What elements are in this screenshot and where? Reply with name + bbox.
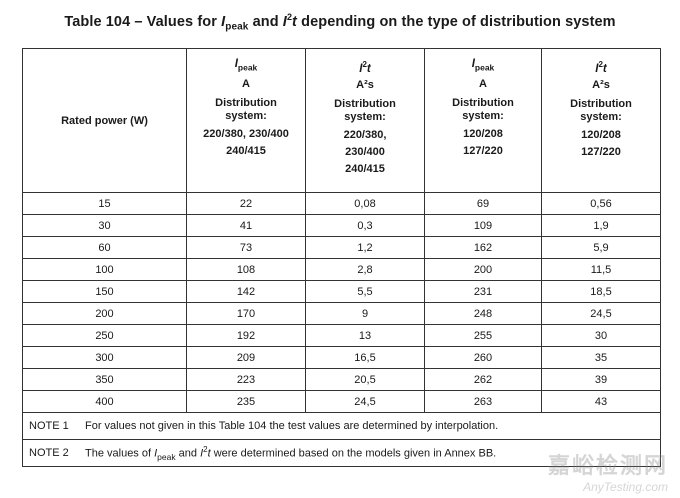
rated-power-cell: 400 <box>22 390 187 413</box>
header-voltages: 220/380, 230/400 240/415 <box>343 129 387 176</box>
rated-power-cell: 350 <box>22 368 187 391</box>
table-row: 150 142 5,5 231 18,5 <box>22 280 661 303</box>
table-row: 250 192 13 255 30 <box>22 324 661 347</box>
note-row: NOTE 2 The values of Ipeak and I2t were d… <box>22 439 661 467</box>
value-cell: 223 <box>186 368 306 391</box>
header-col: Ipeak A Distribution system: 120/208 127/220 <box>424 48 542 193</box>
header-voltages: 120/208 127/220 <box>581 129 621 159</box>
watermark-en: AnyTesting.com <box>583 480 668 494</box>
value-cell: 1,9 <box>541 214 661 237</box>
value-cell: 209 <box>186 346 306 369</box>
value-cell: 235 <box>186 390 306 413</box>
value-cell: 260 <box>424 346 542 369</box>
header-unit: A <box>242 77 250 90</box>
header-col: Ipeak A Distribution system: 220/380, 230/40… <box>186 48 306 193</box>
header-voltages: 220/380, 230/400 240/415 <box>203 127 289 157</box>
value-cell: 9 <box>305 302 425 325</box>
header-col: I2t A²s Distribution system: 120/208 127/220 <box>541 48 661 193</box>
rated-power-cell: 250 <box>22 324 187 347</box>
header-distribution-label: Distribution system: <box>570 98 632 124</box>
value-cell: 13 <box>305 324 425 347</box>
value-cell: 1,2 <box>305 236 425 259</box>
value-cell: 30 <box>541 324 661 347</box>
value-cell: 0,56 <box>541 192 661 215</box>
rated-power-cell: 60 <box>22 236 187 259</box>
table-row: 30 41 0,3 109 1,9 <box>22 214 661 237</box>
header-quantity: Ipeak <box>234 57 258 72</box>
header-unit: A²s <box>356 79 374 92</box>
value-cell: 73 <box>186 236 306 259</box>
value-cell: 39 <box>541 368 661 391</box>
header-unit: A²s <box>592 79 610 92</box>
table-row: 100 108 2,8 200 11,5 <box>22 258 661 281</box>
table-row: 200 170 9 248 24,5 <box>22 302 661 325</box>
value-cell: 5,9 <box>541 236 661 259</box>
note-row: NOTE 1 For values not given in this Table… <box>22 412 661 440</box>
value-cell: 18,5 <box>541 280 661 303</box>
table-row: 15 22 0,08 69 0,56 <box>22 192 661 215</box>
value-cell: 248 <box>424 302 542 325</box>
value-cell: 200 <box>424 258 542 281</box>
value-cell: 263 <box>424 390 542 413</box>
value-cell: 35 <box>541 346 661 369</box>
value-cell: 231 <box>424 280 542 303</box>
header-distribution-label: Distribution system: <box>334 98 396 124</box>
value-cell: 22 <box>186 192 306 215</box>
header-quantity: Ipeak <box>471 57 495 72</box>
value-cell: 142 <box>186 280 306 303</box>
table-row: 350 223 20,5 262 39 <box>22 368 661 391</box>
rated-power-cell: 30 <box>22 214 187 237</box>
value-cell: 192 <box>186 324 306 347</box>
value-cell: 20,5 <box>305 368 425 391</box>
header-row: Rated power (W) Ipeak A Distribution system… <box>22 48 661 193</box>
header-rated-power: Rated power (W) <box>22 48 187 193</box>
value-cell: 16,5 <box>305 346 425 369</box>
table-title: Table 104 – Values for Ipeak and I2t dep… <box>64 12 616 33</box>
header-voltages: 120/208 127/220 <box>463 127 503 157</box>
value-cell: 24,5 <box>305 390 425 413</box>
value-cell: 262 <box>424 368 542 391</box>
value-cell: 2,8 <box>305 258 425 281</box>
value-cell: 11,5 <box>541 258 661 281</box>
rated-power-cell: 15 <box>22 192 187 215</box>
header-quantity: I2t <box>595 59 607 75</box>
header-distribution-label: Distribution system: <box>452 96 514 122</box>
value-cell: 255 <box>424 324 542 347</box>
watermark-logo: 嘉峪检测网 AnyTesting.com <box>548 448 668 494</box>
table-row: 400 235 24,5 263 43 <box>22 390 661 413</box>
value-cell: 0,08 <box>305 192 425 215</box>
rated-power-cell: 100 <box>22 258 187 281</box>
watermark-cn: 嘉峪检测网 <box>547 454 668 479</box>
table-row: 300 209 16,5 260 35 <box>22 346 661 369</box>
rated-power-cell: 300 <box>22 346 187 369</box>
value-cell: 41 <box>186 214 306 237</box>
value-cell: 5,5 <box>305 280 425 303</box>
header-col: I2t A²s Distribution system: 220/380, 230/400… <box>305 48 425 193</box>
value-cell: 170 <box>186 302 306 325</box>
rated-power-cell: 200 <box>22 302 187 325</box>
rated-power-cell: 150 <box>22 280 187 303</box>
header-distribution-label: Distribution system: <box>215 96 277 122</box>
table-row: 60 73 1,2 162 5,9 <box>22 236 661 259</box>
value-cell: 108 <box>186 258 306 281</box>
value-cell: 162 <box>424 236 542 259</box>
header-quantity: I2t <box>359 59 371 75</box>
value-cell: 0,3 <box>305 214 425 237</box>
header-unit: A <box>479 77 487 90</box>
value-cell: 43 <box>541 390 661 413</box>
value-cell: 109 <box>424 214 542 237</box>
value-cell: 69 <box>424 192 542 215</box>
value-cell: 24,5 <box>541 302 661 325</box>
values-table: Rated power (W) Ipeak A Distribution system… <box>22 48 661 467</box>
